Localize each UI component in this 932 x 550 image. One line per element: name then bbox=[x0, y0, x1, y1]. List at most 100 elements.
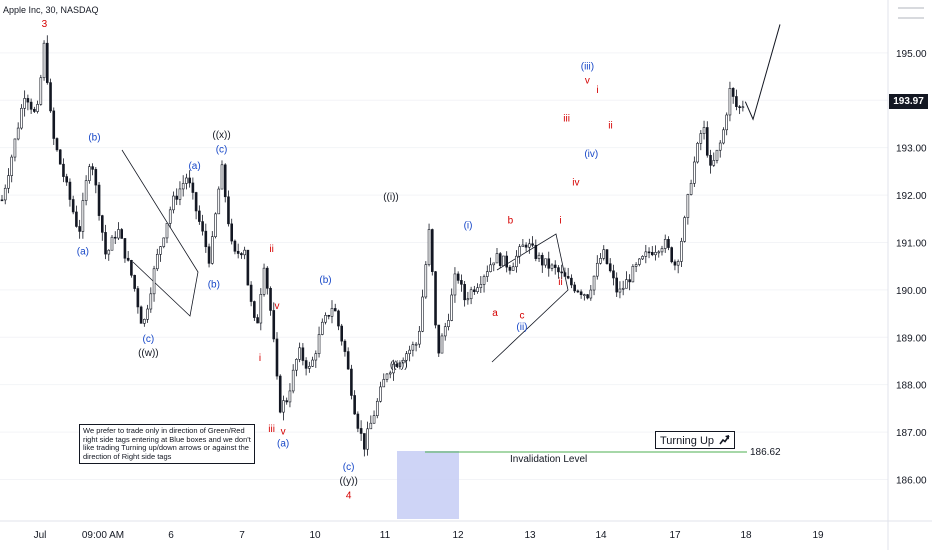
candle-body bbox=[531, 243, 534, 246]
candle-body bbox=[693, 161, 696, 184]
candle-body bbox=[110, 236, 114, 251]
candle-body bbox=[405, 353, 408, 361]
candle-body bbox=[673, 261, 677, 266]
candle-body bbox=[473, 289, 476, 292]
candle-body bbox=[566, 276, 570, 279]
candle-body bbox=[49, 82, 52, 112]
candle-body bbox=[0, 199, 4, 202]
candle-body bbox=[62, 163, 65, 177]
candle-body bbox=[388, 372, 392, 375]
candle-body bbox=[324, 314, 327, 323]
candle-body bbox=[88, 166, 91, 181]
y-tick-label: 189.00 bbox=[896, 333, 927, 344]
candle-body bbox=[210, 236, 214, 264]
candle-body bbox=[683, 217, 686, 242]
candle-body bbox=[246, 249, 250, 286]
candle-body bbox=[68, 181, 72, 200]
candle-body bbox=[359, 428, 363, 434]
candle-body bbox=[259, 293, 263, 324]
candle-body bbox=[434, 271, 437, 326]
candle-body bbox=[492, 262, 496, 266]
wave-label: (b) bbox=[88, 133, 100, 144]
candle-body bbox=[188, 177, 191, 184]
candle-body bbox=[113, 236, 117, 239]
candle-body bbox=[534, 244, 538, 259]
candle-body bbox=[709, 154, 712, 166]
wave-label: ((i)) bbox=[383, 192, 399, 203]
candle-body bbox=[55, 138, 59, 151]
candle-body bbox=[718, 142, 722, 151]
candle-body bbox=[343, 340, 347, 352]
candle-body bbox=[58, 149, 62, 165]
candle-body bbox=[285, 400, 289, 403]
candle-body bbox=[275, 338, 279, 377]
x-tick-label: 7 bbox=[239, 530, 245, 541]
x-tick-label: 6 bbox=[168, 530, 174, 541]
candle-body bbox=[298, 347, 301, 360]
candle-body bbox=[84, 180, 88, 201]
candle-body bbox=[599, 258, 602, 264]
chart-grid bbox=[0, 52, 888, 480]
candle-body bbox=[612, 270, 615, 279]
candle-body bbox=[136, 288, 140, 308]
candle-body bbox=[133, 274, 136, 289]
candle-body bbox=[715, 149, 719, 161]
wave-label: iv bbox=[572, 178, 579, 189]
candle-body bbox=[660, 248, 664, 253]
candle-body bbox=[411, 344, 415, 351]
candle-body bbox=[78, 226, 81, 232]
candle-body bbox=[191, 182, 195, 193]
candle-body bbox=[295, 359, 298, 371]
x-tick-label: 18 bbox=[740, 530, 752, 541]
x-tick-label: 09:00 AM bbox=[82, 530, 124, 541]
candle-body bbox=[346, 351, 350, 370]
candle-body bbox=[615, 277, 618, 293]
candle-body bbox=[81, 200, 85, 232]
wave-label: (iv) bbox=[584, 149, 598, 160]
candle-body bbox=[676, 261, 680, 266]
wave-label: iii bbox=[563, 114, 570, 125]
candle-body bbox=[508, 266, 512, 271]
candle-body bbox=[288, 390, 292, 403]
y-tick-label: 191.00 bbox=[896, 238, 927, 249]
candle-body bbox=[511, 266, 515, 271]
wave-label: i bbox=[559, 216, 561, 227]
arrow-up-right-icon bbox=[719, 435, 730, 445]
time-axis[interactable]: Jul 09:00 AM 6 7 10 11 12 13 14 17 18 19 bbox=[34, 530, 824, 541]
candle-body bbox=[327, 314, 331, 317]
candle-body bbox=[23, 98, 26, 109]
candle-body bbox=[301, 347, 305, 361]
candle-body bbox=[489, 264, 492, 272]
candle-body bbox=[253, 301, 256, 318]
candle-body bbox=[201, 221, 204, 232]
candle-body bbox=[42, 42, 46, 79]
candle-body bbox=[608, 263, 612, 272]
candle-body bbox=[602, 249, 606, 259]
wave-label: ii bbox=[558, 277, 562, 288]
candle-body bbox=[741, 106, 745, 109]
wave-label: (iii) bbox=[581, 61, 594, 72]
candle-body bbox=[573, 284, 576, 292]
price-axis[interactable]: 186.00 187.00 188.00 189.00 190.00 191.00 192.… bbox=[896, 49, 927, 487]
candle-body bbox=[430, 229, 434, 272]
wave-label: (ii) bbox=[516, 322, 527, 333]
wave-label: (c) bbox=[343, 462, 355, 473]
candle-body bbox=[139, 306, 143, 324]
y-tick-label: 193.00 bbox=[896, 144, 927, 155]
candle-body bbox=[408, 349, 411, 355]
candle-body bbox=[663, 239, 667, 249]
candle-body bbox=[308, 366, 311, 369]
chart-settings-icon[interactable] bbox=[898, 7, 924, 19]
candle-body bbox=[528, 243, 531, 248]
wave-label: (b) bbox=[319, 275, 331, 286]
candles bbox=[0, 35, 745, 457]
candle-body bbox=[605, 249, 609, 264]
candle-body bbox=[515, 255, 518, 268]
wave-label: ii bbox=[608, 121, 612, 132]
candle-body bbox=[644, 251, 648, 257]
candle-body bbox=[418, 330, 421, 345]
candle-body bbox=[71, 199, 75, 213]
invalidation-value: 186.62 bbox=[750, 447, 781, 458]
